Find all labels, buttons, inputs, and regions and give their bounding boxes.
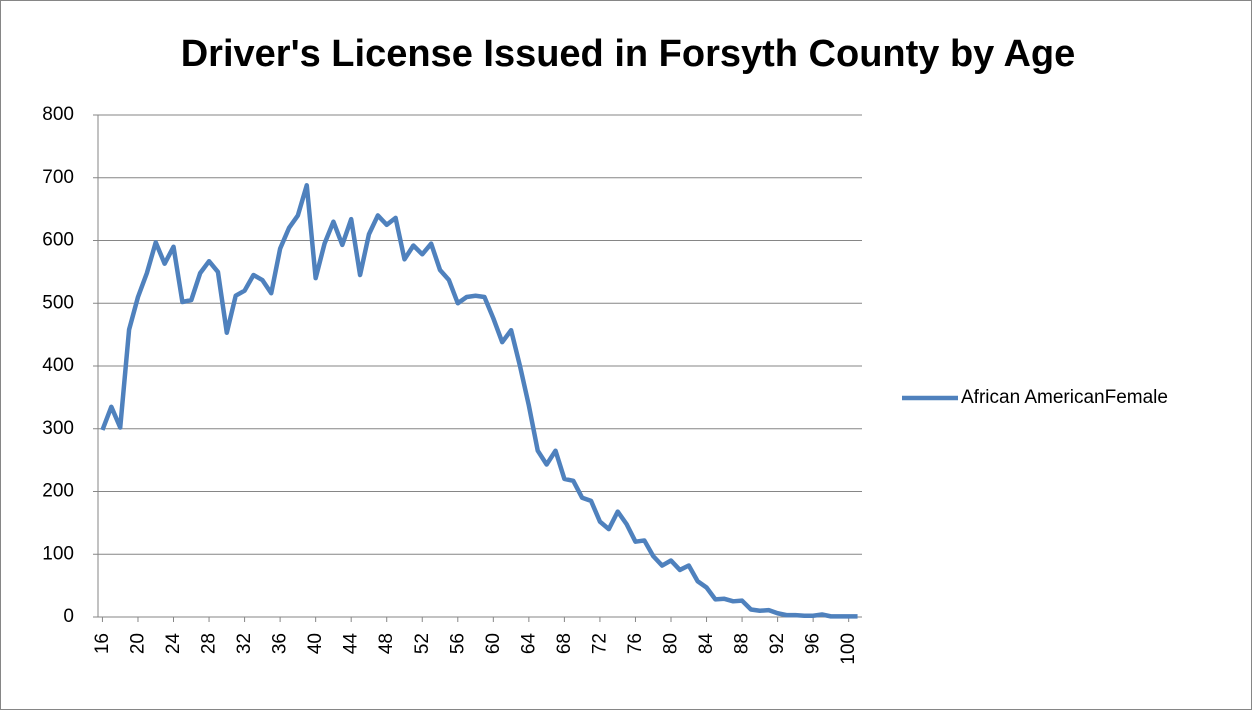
x-tick-label: 48 bbox=[376, 633, 397, 654]
chart-title: Driver's License Issued in Forsyth Count… bbox=[181, 33, 1076, 75]
x-tick-label: 52 bbox=[412, 633, 433, 654]
x-tick-label: 20 bbox=[127, 633, 148, 654]
x-tick-label: 64 bbox=[518, 633, 539, 655]
x-tick-label: 28 bbox=[199, 633, 220, 654]
y-tick-label: 400 bbox=[42, 355, 74, 376]
x-tick-label: 84 bbox=[696, 633, 717, 655]
x-tick-label: 100 bbox=[838, 633, 859, 665]
y-tick-label: 100 bbox=[42, 543, 74, 564]
y-tick-label: 0 bbox=[63, 606, 74, 627]
x-tick-label: 16 bbox=[92, 633, 113, 654]
data-line bbox=[100, 183, 858, 619]
x-tick-label: 68 bbox=[554, 633, 575, 654]
x-tick-label: 96 bbox=[803, 633, 824, 654]
x-tick-label: 32 bbox=[234, 633, 255, 654]
x-tick-label: 24 bbox=[163, 633, 184, 655]
x-tick-label: 56 bbox=[447, 633, 468, 654]
x-tick-label: 40 bbox=[305, 633, 326, 654]
x-tick-label: 76 bbox=[625, 633, 646, 654]
y-tick-label: 800 bbox=[42, 104, 74, 125]
y-tick-label: 700 bbox=[42, 167, 74, 188]
legend-label: African AmericanFemale bbox=[961, 387, 1168, 408]
x-tick-label: 72 bbox=[589, 633, 610, 654]
y-tick-label: 500 bbox=[42, 292, 74, 313]
y-tick-label: 600 bbox=[42, 230, 74, 251]
x-tick-label: 36 bbox=[270, 633, 291, 654]
y-tick-label: 300 bbox=[42, 418, 74, 439]
x-tick-label: 88 bbox=[732, 633, 753, 654]
x-tick-label: 80 bbox=[661, 633, 682, 654]
y-tick-label: 200 bbox=[42, 481, 74, 502]
x-tick-label: 92 bbox=[767, 633, 788, 654]
x-tick-label: 60 bbox=[483, 633, 504, 654]
x-tick-label: 44 bbox=[341, 633, 362, 655]
